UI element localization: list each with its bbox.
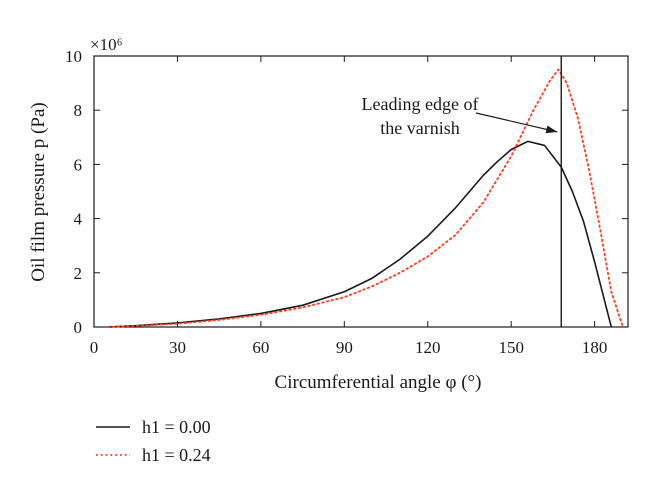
y-tick-label: 2 [74,264,83,283]
x-tick-label: 150 [498,338,524,357]
x-tick-label: 180 [582,338,608,357]
annotation-arrow-head [545,125,558,134]
x-tick-label: 120 [415,338,441,357]
plot-frame [93,55,629,328]
x-tick-label: 90 [336,338,353,357]
legend: h1 = 0.00 h1 = 0.24 [96,417,211,465]
y-tick-label: 10 [65,47,82,66]
x-tick-label: 0 [90,338,99,357]
y-multiplier-label: ×10⁶ [90,35,123,54]
y-tick-label: 0 [74,318,83,337]
annotation-arrow-shaft [475,112,558,133]
annotation-layer [475,56,562,327]
y-tick-label: 8 [74,101,83,120]
axis-ticks: 0 30 60 90 120 150 180 0 2 4 6 8 10 [65,47,628,357]
y-axis-title: Oil film pressure p (Pa) [28,102,49,281]
series-layer [107,68,624,328]
x-tick-label: 60 [252,338,269,357]
annotation-text-line2: the varnish [380,118,459,138]
legend-label-h1-0-24: h1 = 0.24 [142,445,211,465]
annotation-text-line1: Leading edge of [362,94,479,114]
series-line-0 [107,140,613,328]
y-tick-label: 6 [74,155,83,174]
y-tick-label: 4 [74,210,83,229]
series-line-1 [107,68,624,328]
x-tick-label: 30 [169,338,186,357]
legend-label-h1-0-00: h1 = 0.00 [142,417,211,437]
x-axis-title: Circumferential angle φ (°) [275,372,482,393]
